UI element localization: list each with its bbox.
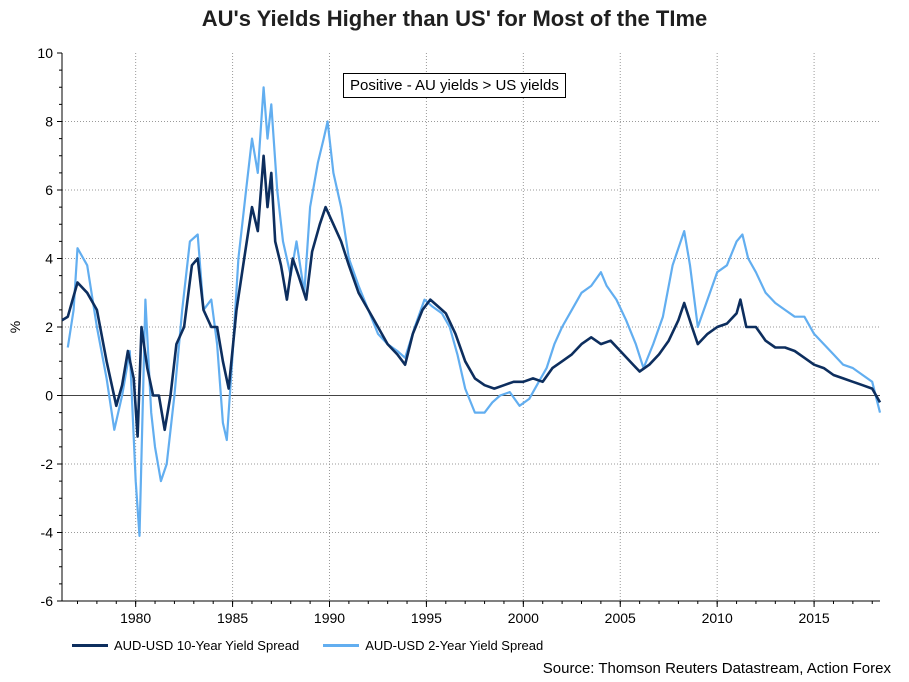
x-tick-label: 2000	[508, 610, 539, 626]
chart-title: AU's Yields Higher than US' for Most of …	[201, 6, 708, 31]
legend-item-2y: AUD-USD 2-Year Yield Spread	[323, 638, 543, 653]
y-tick-label: 10	[37, 45, 53, 61]
x-tick-label: 2010	[702, 610, 733, 626]
legend: AUD-USD 10-Year Yield Spread AUD-USD 2-Y…	[72, 638, 543, 653]
series-line-10y	[61, 154, 882, 438]
legend-swatch-10y	[72, 644, 108, 647]
legend-label-10y: AUD-USD 10-Year Yield Spread	[114, 638, 300, 653]
y-tick-label: -4	[41, 525, 54, 541]
chart-annotation: Positive - AU yields > US yields	[343, 73, 566, 98]
y-tick-label: 8	[45, 114, 53, 130]
x-tick-label: 2015	[799, 610, 830, 626]
x-tick-label: 1980	[120, 610, 151, 626]
x-tick-label: 1985	[217, 610, 248, 626]
y-tick-label: 2	[45, 319, 53, 335]
x-tick-label: 1990	[314, 610, 345, 626]
x-tick-label: 1995	[411, 610, 442, 626]
y-tick-label: -2	[41, 456, 54, 472]
series-line-2y	[66, 86, 882, 537]
y-tick-label: 0	[45, 388, 53, 404]
y-tick-label: 4	[45, 251, 53, 267]
legend-item-10y: AUD-USD 10-Year Yield Spread	[72, 638, 299, 653]
source-note: Source: Thomson Reuters Datastream, Acti…	[542, 660, 891, 677]
legend-swatch-2y	[323, 644, 360, 647]
y-tick-label: 6	[45, 182, 53, 198]
y-axis-label: %	[7, 321, 23, 333]
y-tick-label: -6	[41, 593, 54, 609]
legend-label-2y: AUD-USD 2-Year Yield Spread	[365, 638, 544, 653]
x-tick-label: 2005	[605, 610, 636, 626]
